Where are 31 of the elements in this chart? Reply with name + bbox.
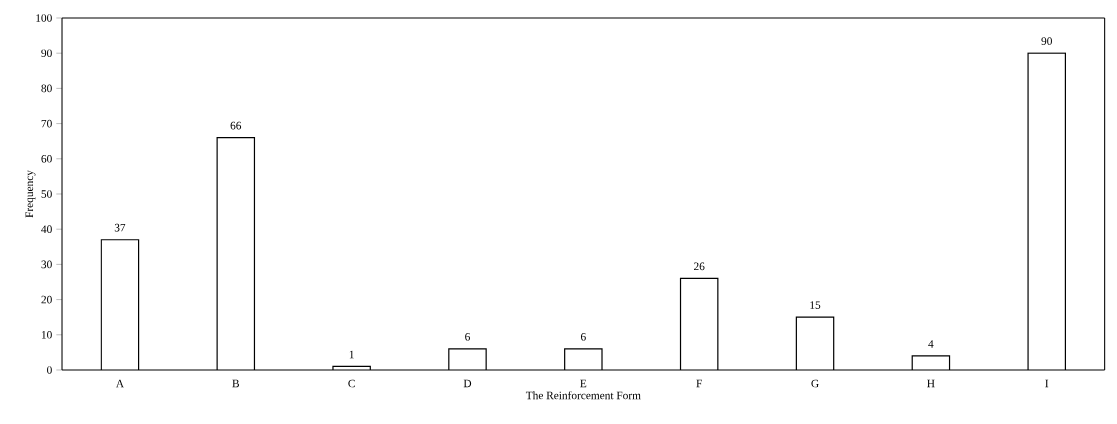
x-axis-title: The Reinforcement Form [525, 391, 641, 400]
data-label: 26 [694, 262, 705, 271]
y-tick-label: 0 [47, 366, 52, 374]
y-tick-label: 80 [41, 84, 52, 93]
y-axis-title: Frequency [25, 170, 36, 218]
data-label: 66 [230, 121, 242, 130]
y-tick-label: 40 [41, 225, 52, 234]
data-label: 15 [810, 301, 821, 309]
y-tick-label: 90 [41, 49, 52, 58]
data-label: 4 [928, 340, 934, 348]
data-label: 90 [1041, 37, 1052, 45]
data-label: 6 [465, 332, 470, 341]
y-tick-label: 70 [41, 119, 52, 128]
x-tick-label: I [1045, 379, 1049, 388]
x-tick-label: C [348, 379, 355, 388]
x-tick-label: D [463, 379, 472, 388]
y-tick-label: 20 [41, 295, 52, 304]
x-tick-label: H [927, 379, 935, 388]
y-tick-label: 50 [41, 190, 52, 198]
data-label: 1 [349, 350, 354, 359]
x-tick-label: B [232, 379, 240, 388]
y-tick-label: 30 [41, 260, 52, 269]
data-label: 6 [580, 332, 586, 341]
y-tick-label: 60 [41, 154, 52, 163]
y-tick-label: 10 [41, 330, 52, 339]
x-tick-label: A [115, 379, 124, 388]
y-tick-label: 100 [36, 14, 52, 22]
data-label: 37 [114, 223, 126, 232]
x-tick-label: E [580, 379, 587, 388]
x-tick-label: G [811, 379, 819, 388]
x-tick-label: F [696, 379, 702, 388]
